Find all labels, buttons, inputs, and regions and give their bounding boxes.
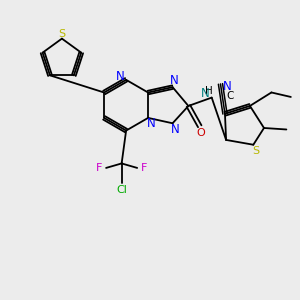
Text: N: N	[147, 117, 155, 130]
Text: C: C	[226, 92, 234, 101]
Text: O: O	[197, 128, 206, 138]
Text: N: N	[201, 87, 209, 100]
Text: N: N	[116, 70, 124, 83]
Text: N: N	[170, 74, 178, 87]
Text: H: H	[206, 86, 213, 96]
Text: N: N	[171, 123, 179, 136]
Text: S: S	[252, 146, 259, 156]
Text: F: F	[140, 163, 147, 173]
Text: N: N	[223, 80, 231, 93]
Text: S: S	[58, 29, 65, 39]
Text: F: F	[96, 163, 103, 173]
Text: Cl: Cl	[116, 185, 127, 195]
